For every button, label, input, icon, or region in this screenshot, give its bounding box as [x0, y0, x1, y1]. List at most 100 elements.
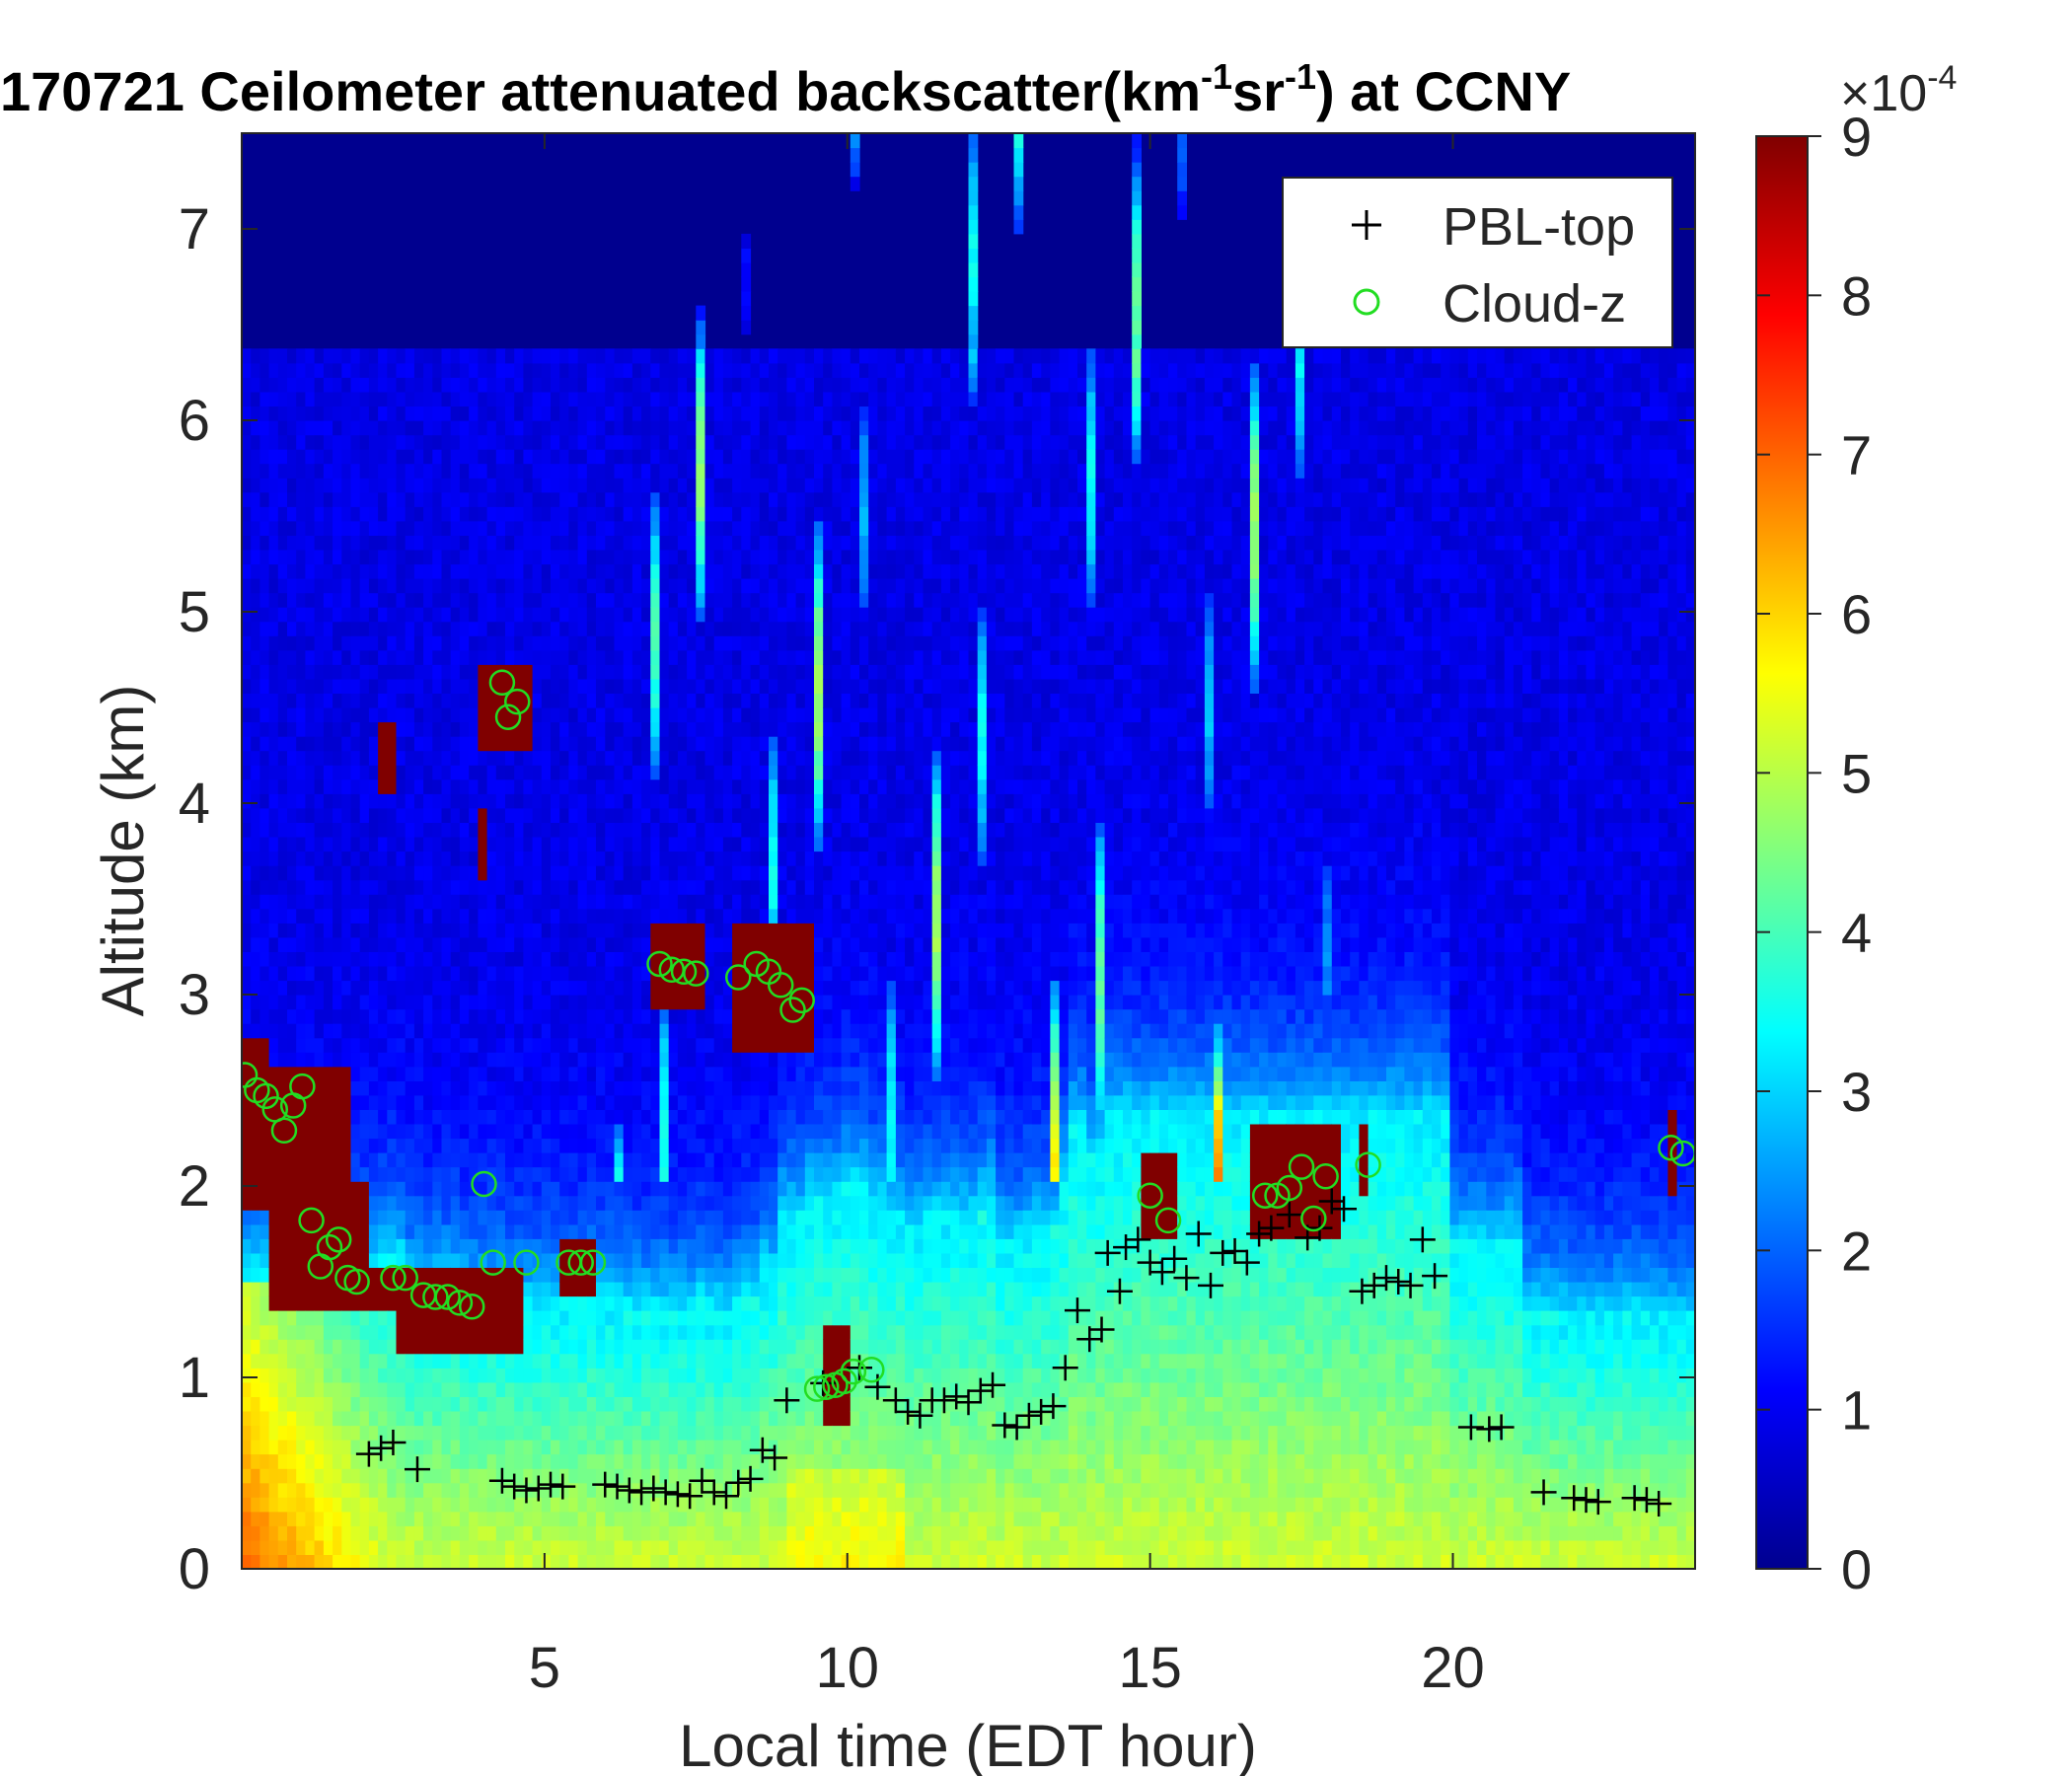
heatmap-cell: [368, 1037, 379, 1053]
heatmap-cell: [596, 1267, 606, 1283]
heatmap-cell: [650, 1080, 661, 1096]
heatmap-cell: [541, 980, 552, 996]
heatmap-cell: [413, 1310, 424, 1326]
heatmap-cell: [469, 1411, 479, 1427]
heatmap-cell: [559, 449, 569, 465]
heatmap-cell: [441, 936, 452, 952]
heatmap-cell: [333, 1282, 342, 1297]
heatmap-cell: [551, 1282, 560, 1297]
heatmap-cell: [441, 1282, 452, 1297]
heatmap-cell: [413, 348, 424, 364]
heatmap-cell: [704, 1066, 715, 1081]
heatmap-cell: [514, 1238, 524, 1254]
heatmap-cell: [486, 491, 497, 507]
heatmap-cell: [641, 1210, 651, 1225]
heatmap-cell: [505, 635, 515, 651]
heatmap-cell: [741, 1267, 752, 1283]
heatmap-cell: [741, 520, 752, 536]
heatmap-cell: [341, 807, 352, 823]
heatmap-cell: [605, 1080, 616, 1096]
heatmap-cell: [623, 1511, 633, 1526]
heatmap-cell: [450, 765, 461, 780]
heatmap-cell: [696, 320, 706, 335]
heatmap-cell: [478, 1109, 488, 1125]
heatmap-cell: [505, 1368, 515, 1383]
heatmap-cell: [495, 1310, 506, 1326]
heatmap-cell: [559, 736, 569, 752]
heatmap-cell: [378, 607, 388, 623]
heatmap-cell: [405, 1453, 415, 1469]
heatmap-cell: [586, 1310, 597, 1326]
heatmap-cell: [704, 1094, 715, 1110]
heatmap-cell: [605, 1511, 616, 1526]
heatmap-cell: [668, 1166, 679, 1182]
heatmap-cell: [523, 923, 534, 938]
heatmap-cell: [368, 491, 379, 507]
heatmap-cell: [296, 1052, 306, 1068]
heatmap-cell: [486, 649, 497, 665]
heatmap-cell: [423, 1396, 433, 1412]
heatmap-cell: [432, 1324, 443, 1340]
heatmap-cell: [505, 1396, 515, 1412]
heatmap-cell: [687, 807, 697, 823]
heatmap-cell: [305, 1497, 316, 1513]
heatmap-cell: [305, 851, 316, 866]
heatmap-cell: [341, 491, 352, 507]
heatmap-cell: [441, 649, 452, 665]
heatmap-cell: [495, 1381, 506, 1397]
heatmap-cell: [659, 807, 670, 823]
heatmap-cell: [495, 348, 506, 364]
heatmap-cell: [704, 995, 715, 1010]
heatmap-cell: [423, 1482, 433, 1498]
heatmap-cell: [441, 1381, 452, 1397]
heatmap-cell: [405, 1052, 415, 1068]
heatmap-cell: [586, 664, 597, 680]
heatmap-cell: [387, 649, 398, 665]
heatmap-cell: [532, 1195, 543, 1211]
heatmap-cell: [514, 1468, 524, 1484]
heatmap-cell: [659, 822, 670, 838]
heatmap-cell: [551, 750, 560, 766]
heatmap-cell: [277, 607, 288, 623]
heatmap-cell: [450, 578, 461, 594]
heatmap-cell: [668, 1353, 679, 1369]
heatmap-cell: [677, 1152, 688, 1168]
heatmap-cell: [623, 348, 633, 364]
heatmap-cell: [614, 1353, 625, 1369]
heatmap-cell: [741, 1181, 752, 1197]
heatmap-cell: [696, 765, 706, 780]
heatmap-cell: [251, 1109, 260, 1125]
heatmap-cell: [605, 1425, 616, 1441]
heatmap-cell: [713, 965, 724, 982]
heatmap-cell: [696, 807, 706, 823]
heatmap-cell: [323, 607, 333, 623]
heatmap-cell: [650, 1353, 661, 1369]
heatmap-cell: [378, 936, 388, 952]
heatmap-cell: [405, 822, 415, 838]
heatmap-cell: [459, 765, 470, 780]
heatmap-cell: [413, 1396, 424, 1412]
heatmap-cell: [659, 463, 670, 479]
heatmap-cell: [459, 664, 470, 680]
heatmap-cell: [268, 1181, 279, 1197]
heatmap-cell: [450, 1368, 461, 1383]
heatmap-cell: [469, 736, 479, 752]
heatmap-cell: [277, 391, 288, 407]
heatmap-cell: [478, 550, 488, 565]
heatmap-cell: [333, 851, 342, 866]
heatmap-cell: [641, 563, 651, 579]
heatmap-cell: [523, 908, 534, 924]
heatmap-cell: [268, 865, 279, 881]
heatmap-cell: [486, 1468, 497, 1484]
heatmap-cell: [650, 836, 661, 852]
heatmap-cell: [623, 1252, 633, 1268]
heatmap-cell: [559, 1554, 569, 1569]
heatmap-cell: [704, 1468, 715, 1484]
heatmap-cell: [268, 563, 279, 579]
heatmap-cell: [541, 1052, 552, 1068]
heatmap-cell: [432, 1124, 443, 1140]
heatmap-cell: [341, 1368, 352, 1383]
heatmap-cell: [296, 1525, 306, 1541]
heatmap-cell: [532, 1282, 543, 1297]
heatmap-cell: [605, 550, 616, 565]
